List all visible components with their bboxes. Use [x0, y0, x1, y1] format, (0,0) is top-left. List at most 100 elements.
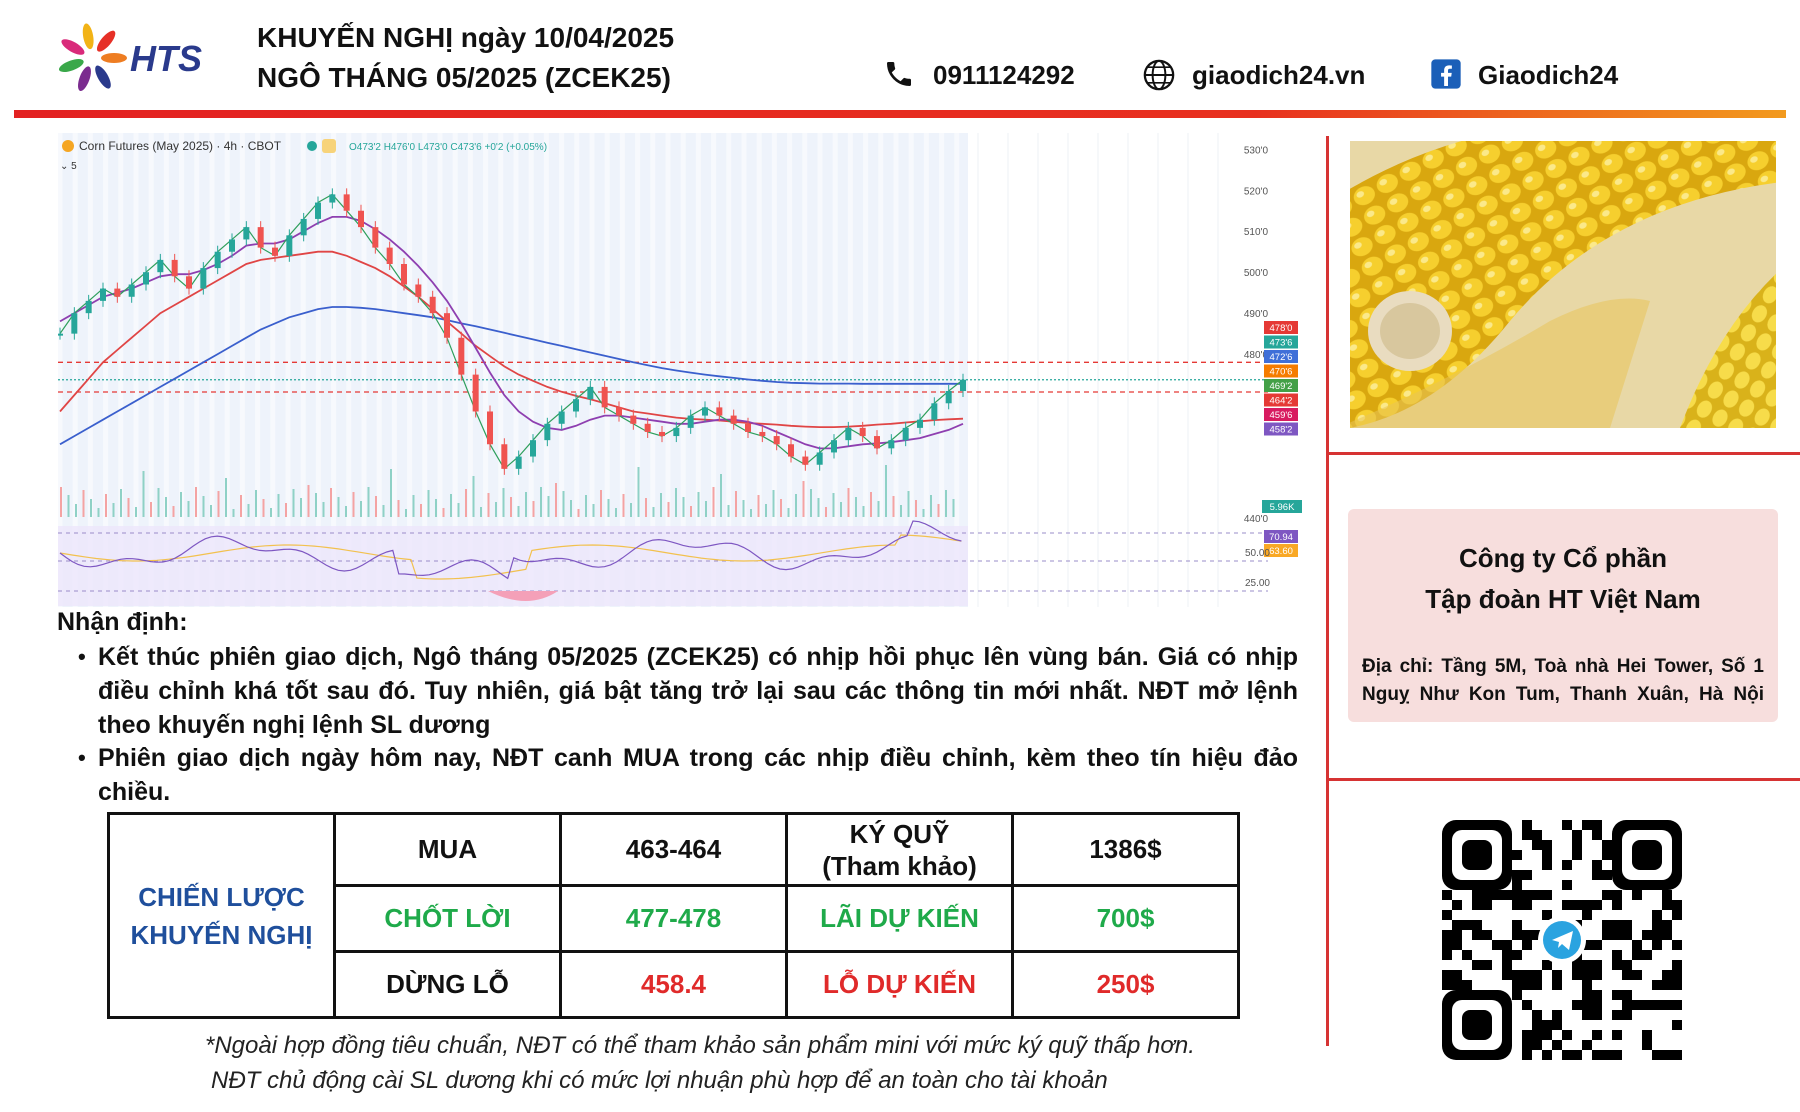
qr-module [1592, 860, 1602, 870]
qr-module [1522, 1040, 1532, 1050]
qr-module [1532, 1020, 1542, 1030]
qr-module [1542, 860, 1552, 870]
qr-module [1652, 920, 1662, 930]
qr-module [1662, 980, 1672, 990]
volume-bar [517, 506, 520, 517]
company-card: Công ty Cổ phần Tập đoàn HT Việt Nam Địa… [1348, 509, 1778, 722]
table-row: CHIẾN LƯỢC KHUYẾN NGHỊ MUA 463-464 KÝ QU… [107, 812, 1240, 1019]
qr-module [1512, 920, 1522, 930]
qr-module [1442, 980, 1452, 990]
chart-rsi [58, 520, 1268, 606]
ma-fast-series [59, 216, 964, 450]
volume-bar [285, 503, 287, 517]
table-row: DỪNG LỖ 458.4 LỖ DỰ KIẾN 250$ [109, 950, 1240, 1019]
volume-bar [322, 502, 325, 517]
candle-body [58, 333, 63, 336]
candle-body [759, 431, 766, 437]
qr-module [1582, 1040, 1592, 1050]
candle-body [214, 251, 221, 269]
candle-body [157, 259, 164, 273]
qr-module [1662, 900, 1672, 910]
volume-bar [502, 488, 505, 517]
candle-body [343, 194, 350, 211]
qr-module [1592, 830, 1602, 840]
buy-label: MUA [333, 812, 562, 887]
candle-body [888, 440, 895, 449]
qr-module [1522, 830, 1532, 840]
price-tag-label: 470'6 [1270, 367, 1293, 378]
qr-module [1552, 980, 1562, 990]
qr-module [1522, 980, 1532, 990]
indicator-toggle[interactable]: ⌄ 5 [60, 161, 77, 172]
website-link[interactable]: giaodich24.vn [1192, 60, 1366, 90]
qr-module [1672, 960, 1682, 970]
candle-body [730, 415, 737, 424]
y-tick-label: 490'0 [1244, 309, 1269, 320]
qr-module [1582, 980, 1592, 990]
stop-loss-label: DỪNG LỖ [333, 950, 562, 1019]
qr-module [1502, 970, 1512, 980]
volume-bar [562, 491, 565, 517]
volume-bar [622, 494, 625, 517]
volume-bar [862, 506, 865, 517]
qr-module [1672, 1000, 1682, 1010]
price-tag-label: 473'6 [1270, 338, 1293, 349]
qr-module [1572, 960, 1582, 970]
qr-module [1612, 1010, 1622, 1020]
qr-module [1562, 1050, 1572, 1060]
expected-loss-label: LỖ DỰ KIẾN [785, 950, 1014, 1019]
volume-bar [67, 495, 70, 517]
qr-module [1612, 1030, 1622, 1040]
globe-icon [1143, 59, 1175, 91]
volume-bar [315, 493, 317, 517]
qr-module [1672, 970, 1682, 980]
volume-bar [615, 508, 617, 517]
qr-module [1482, 930, 1492, 940]
qr-module [1582, 960, 1592, 970]
qr-module [1642, 930, 1652, 940]
qr-module [1512, 990, 1522, 1000]
volume-bar [255, 490, 257, 517]
volume-bar [127, 498, 130, 517]
candle-body [71, 313, 78, 334]
volume-bar [922, 509, 925, 517]
candle-body [315, 202, 321, 219]
candle-body [114, 288, 121, 297]
rsi-tag-box [1264, 544, 1298, 557]
volume-bar [915, 500, 917, 517]
volume-bar [142, 471, 145, 517]
candle-body [286, 235, 293, 256]
qr-module [1612, 920, 1622, 930]
qr-module [1672, 1020, 1682, 1030]
volume-bar [532, 501, 535, 517]
qr-module [1482, 890, 1492, 900]
volume-bar [907, 491, 910, 517]
volume-bar [345, 506, 347, 517]
expected-profit-value: 700$ [1011, 884, 1240, 953]
volume-bar [210, 505, 212, 517]
volume-bar [630, 503, 632, 517]
candle-body [530, 440, 536, 457]
qr-module [1582, 820, 1592, 830]
candle-body [745, 423, 751, 432]
volume-bar [487, 493, 490, 517]
qr-module [1472, 890, 1482, 900]
volume-bar [885, 465, 887, 517]
volume-bar [187, 501, 190, 517]
candle-body [200, 268, 207, 289]
facebook-link[interactable]: Giaodich24 [1478, 60, 1619, 90]
volume-bar [787, 508, 790, 517]
qr-module [1592, 900, 1602, 910]
volume-bar [165, 497, 167, 517]
qr-module [1652, 1000, 1662, 1010]
volume-bar [277, 494, 280, 517]
volume-bar [195, 487, 197, 517]
volume-bar [817, 498, 820, 517]
footnote-2: NĐT chủ động cài SL dương khi có mức lợi… [211, 1067, 1108, 1094]
candle-body [716, 407, 723, 416]
qr-module [1672, 980, 1682, 990]
telegram-qr-code[interactable] [1442, 820, 1682, 1060]
qr-module [1592, 1050, 1602, 1060]
right-panel-divider [1326, 136, 1329, 1046]
qr-module [1672, 910, 1682, 920]
